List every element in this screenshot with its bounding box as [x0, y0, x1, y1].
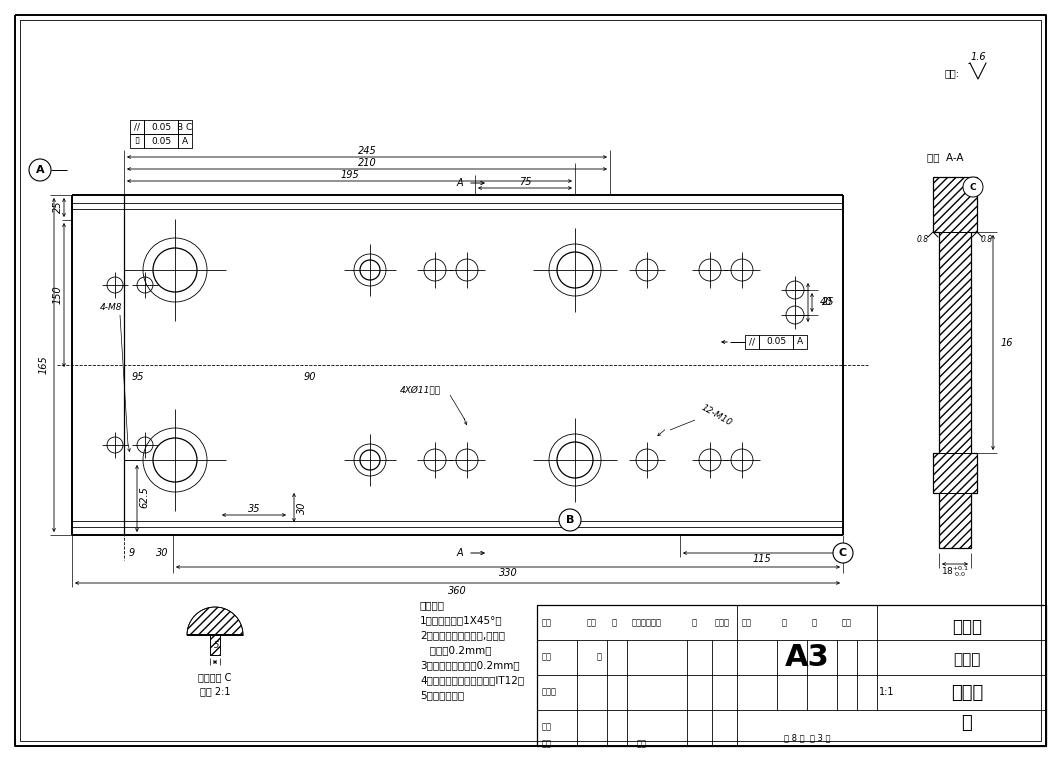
Text: //: //: [134, 123, 140, 132]
Text: 黑: 黑: [597, 652, 602, 661]
Text: 90: 90: [305, 372, 316, 382]
Text: 195: 195: [341, 170, 360, 180]
Text: A: A: [456, 178, 463, 188]
Text: 62.5: 62.5: [139, 486, 149, 508]
Text: 共 8 张  第 3 张: 共 8 张 第 3 张: [784, 734, 831, 743]
Text: 标记: 标记: [542, 619, 552, 628]
Text: 比例 2:1: 比例 2:1: [199, 686, 230, 696]
Text: 165: 165: [39, 355, 49, 374]
Text: $18^{+0.1}_{\ 0.0}$: $18^{+0.1}_{\ 0.0}$: [941, 565, 969, 579]
Text: 30: 30: [156, 548, 169, 558]
Text: 12-M10: 12-M10: [700, 403, 734, 428]
Text: 年月日: 年月日: [715, 619, 730, 628]
Text: 360: 360: [448, 586, 467, 596]
Text: 0.8: 0.8: [981, 235, 993, 244]
Text: C: C: [839, 548, 847, 558]
Text: 4、未标公差的尺寸公差按IT12。: 4、未标公差的尺寸公差按IT12。: [420, 675, 524, 685]
Text: 4XØ11贯穿: 4XØ11贯穿: [399, 386, 440, 394]
Text: 标准化: 标准化: [542, 687, 557, 696]
Text: 区更改文件号: 区更改文件号: [632, 619, 662, 628]
Text: ▯: ▯: [135, 136, 139, 145]
Text: 5: 5: [214, 641, 220, 649]
Text: B: B: [566, 515, 574, 525]
Circle shape: [963, 177, 982, 197]
Text: //: //: [749, 337, 755, 346]
Text: 阶段: 阶段: [742, 619, 752, 628]
Text: 95: 95: [132, 372, 144, 382]
Text: 签: 签: [692, 619, 697, 628]
Circle shape: [559, 509, 581, 531]
Text: 4-M8: 4-M8: [100, 304, 122, 313]
Text: 330: 330: [499, 568, 518, 578]
Text: 0.8: 0.8: [917, 235, 929, 244]
Text: 座: 座: [961, 714, 972, 732]
Text: A3: A3: [785, 642, 830, 671]
Text: 设计: 设计: [542, 652, 552, 661]
Text: 1:1: 1:1: [880, 687, 894, 697]
Text: 差小于0.2mm。: 差小于0.2mm。: [420, 645, 491, 655]
Text: 分: 分: [612, 619, 618, 628]
Text: 0.05: 0.05: [151, 136, 171, 145]
Text: 25: 25: [822, 297, 835, 307]
Text: 150: 150: [53, 285, 63, 304]
Text: 40: 40: [820, 297, 833, 307]
Text: 构痕座: 构痕座: [951, 684, 984, 702]
Text: 标: 标: [782, 619, 787, 628]
Text: 210: 210: [358, 158, 377, 168]
Text: 0.05: 0.05: [766, 337, 786, 346]
Text: 太湖学: 太湖学: [952, 618, 982, 636]
Text: 批准: 批准: [637, 740, 647, 749]
Text: A: A: [181, 136, 188, 145]
Text: 75: 75: [519, 177, 532, 187]
Text: 最: 最: [812, 619, 817, 628]
Text: 2、所有孔须要钻模出,孔距误: 2、所有孔须要钻模出,孔距误: [420, 630, 505, 640]
Text: 比例: 比例: [842, 619, 852, 628]
Text: 1、所有边倒角1X45°。: 1、所有边倒角1X45°。: [420, 615, 503, 625]
Text: 115: 115: [752, 554, 771, 564]
Text: 上料机: 上料机: [954, 652, 980, 667]
Text: 0.05: 0.05: [151, 123, 171, 132]
Text: 视图  A-A: 视图 A-A: [926, 152, 963, 162]
Text: A: A: [797, 337, 803, 346]
Text: 35: 35: [248, 504, 260, 514]
Text: 局部视图 C: 局部视图 C: [198, 672, 231, 682]
Text: 30: 30: [297, 501, 307, 514]
Text: A: A: [456, 548, 463, 558]
Text: 工艺: 工艺: [542, 740, 552, 749]
Text: 5、发黑处理。: 5、发黑处理。: [420, 690, 464, 700]
Text: 25: 25: [53, 201, 63, 213]
Text: 16: 16: [1001, 337, 1013, 348]
Text: 9: 9: [128, 548, 135, 558]
Text: 处数: 处数: [587, 619, 597, 628]
Text: 3、对角线误差小于0.2mm。: 3、对角线误差小于0.2mm。: [420, 660, 520, 670]
Circle shape: [29, 159, 51, 181]
Text: 审核: 审核: [542, 722, 552, 731]
Circle shape: [833, 543, 853, 563]
Text: B C: B C: [177, 123, 193, 132]
Text: A: A: [36, 165, 45, 175]
Text: 技术要求: 技术要求: [420, 600, 445, 610]
Text: 1.6: 1.6: [970, 52, 986, 62]
Text: C: C: [970, 183, 976, 192]
Text: 245: 245: [358, 146, 377, 156]
Text: 其余:: 其余:: [945, 68, 960, 78]
